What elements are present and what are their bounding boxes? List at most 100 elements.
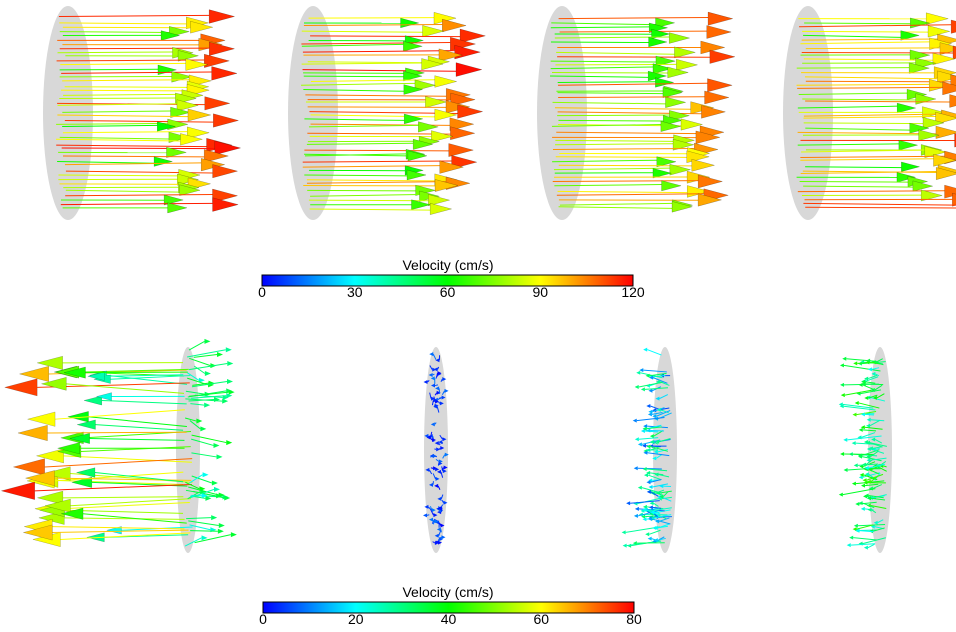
vector-head <box>230 532 237 538</box>
colorbar-top-gradient <box>261 274 634 287</box>
vector-shaft <box>853 537 878 541</box>
vector-head <box>651 28 671 40</box>
vector-shaft <box>805 127 910 131</box>
vector-head <box>177 50 200 62</box>
vector-head <box>167 202 188 214</box>
vector-shaft <box>441 467 445 471</box>
vector-shaft <box>555 139 674 142</box>
vector-shaft <box>193 354 218 358</box>
vector-shaft <box>439 522 441 526</box>
vector-head <box>411 199 432 211</box>
vector-head <box>167 118 189 131</box>
vector-shaft <box>842 403 874 409</box>
vector-head <box>212 164 239 179</box>
vector-head <box>228 389 235 395</box>
vector-head <box>853 523 858 528</box>
vector-head <box>224 495 231 501</box>
vector-head <box>655 17 676 29</box>
vector-head <box>211 66 238 81</box>
vector-shaft <box>651 507 672 512</box>
vector-head <box>646 480 651 485</box>
vector-shaft <box>864 413 874 416</box>
vector-head <box>438 540 443 545</box>
vector-head <box>222 395 229 401</box>
vector-head <box>639 368 644 373</box>
vector-head <box>937 70 956 84</box>
vector-shaft <box>857 463 879 466</box>
vector-head <box>950 19 956 34</box>
vector-head <box>428 194 451 207</box>
vector-head <box>700 40 726 55</box>
vector-shaft <box>191 438 214 446</box>
vector-shaft <box>189 391 229 397</box>
vector-shaft <box>805 166 902 169</box>
vector-shaft <box>301 42 451 45</box>
vector-head <box>637 485 642 490</box>
vector-shaft <box>63 155 205 158</box>
vector-head <box>866 358 871 363</box>
vector-head <box>649 375 654 380</box>
vector-head <box>707 78 734 93</box>
vector-head <box>671 201 694 213</box>
vector-head <box>870 388 875 393</box>
panel-r2c4 <box>838 347 892 553</box>
vector-shaft <box>654 509 671 514</box>
vector-head <box>433 367 438 372</box>
vector-head <box>160 30 181 41</box>
vector-shaft <box>302 69 456 72</box>
vector-head <box>922 106 945 119</box>
vector-head <box>632 541 637 546</box>
vector-shaft <box>558 119 664 122</box>
vector-head <box>646 489 651 494</box>
vector-head <box>454 44 482 60</box>
vector-shaft <box>802 98 916 101</box>
panel-r2c3 <box>621 347 677 553</box>
vector-head <box>896 172 917 183</box>
vector-head <box>840 382 845 387</box>
vector-shaft <box>56 138 181 142</box>
vector-shaft <box>656 454 663 459</box>
vector-head <box>646 447 651 452</box>
vector-head <box>676 58 699 71</box>
vector-shaft <box>440 378 443 383</box>
vector-shaft <box>653 430 664 437</box>
vector-head <box>853 361 858 366</box>
vector-shaft <box>803 116 936 119</box>
vector-head <box>218 492 225 498</box>
vector-head <box>866 454 871 459</box>
vector-head <box>839 363 844 368</box>
vector-shaft <box>303 89 404 92</box>
vector-head <box>871 437 876 442</box>
vector-head <box>433 513 438 518</box>
vector-head <box>441 535 446 540</box>
vector-head <box>849 535 854 540</box>
vector-shaft <box>558 164 692 167</box>
vector-head <box>648 484 653 489</box>
vector-shaft <box>189 357 211 367</box>
vector-shaft <box>301 30 423 33</box>
vector-shaft <box>797 86 943 89</box>
vector-head <box>634 437 639 442</box>
vector-shaft <box>875 447 880 450</box>
vector-shaft <box>868 494 884 499</box>
vector-head <box>12 458 45 476</box>
vector-shaft <box>58 14 210 18</box>
vector-shaft <box>868 374 878 380</box>
vector-shaft <box>554 36 670 39</box>
vector-head <box>622 543 627 548</box>
vector-shaft <box>796 67 910 69</box>
vector-shaft <box>652 483 669 488</box>
vector-shaft <box>637 467 662 470</box>
vector-shaft <box>653 513 667 519</box>
vector-head <box>406 169 427 181</box>
vector-shaft <box>308 124 419 128</box>
vector-head <box>198 377 205 383</box>
vector-head <box>424 504 429 509</box>
vector-shaft <box>190 530 218 532</box>
vector-head <box>939 42 956 56</box>
vector-shaft <box>306 181 447 184</box>
vector-shaft <box>310 193 420 197</box>
vector-head <box>865 440 870 445</box>
vector-shaft <box>555 156 687 158</box>
vector-shaft <box>843 405 876 411</box>
